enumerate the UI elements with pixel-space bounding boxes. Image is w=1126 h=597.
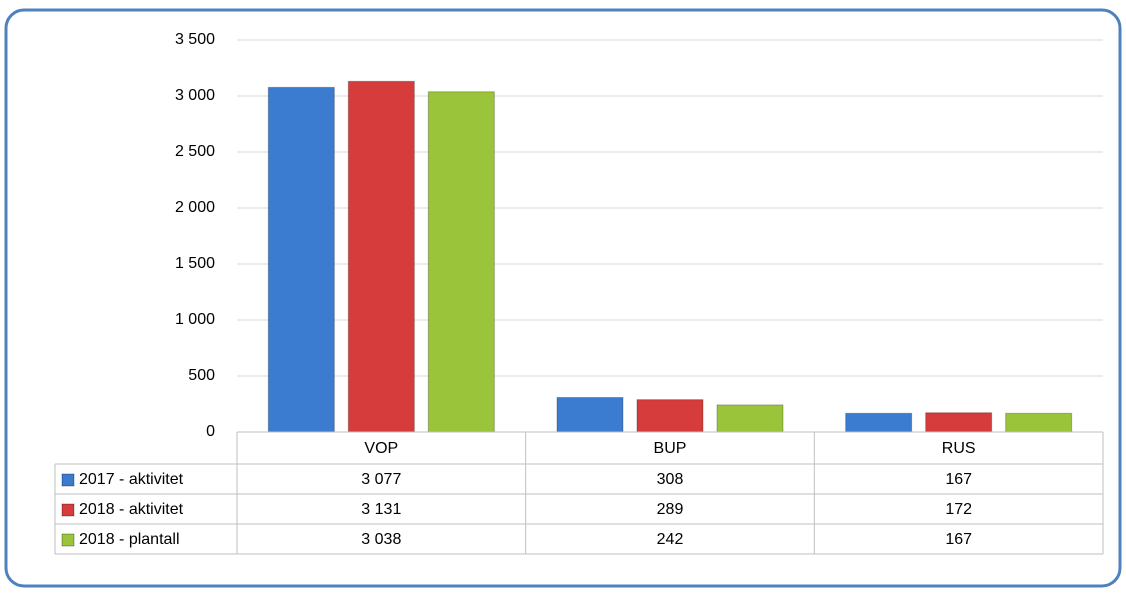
x-tick-label: BUP	[654, 440, 687, 457]
table-value: 3 077	[361, 471, 401, 488]
bar	[347, 80, 415, 433]
table-value: 242	[657, 531, 684, 548]
bar	[556, 397, 624, 433]
bar	[845, 412, 913, 433]
table-value: 172	[945, 501, 972, 518]
y-tick-label: 2 500	[175, 143, 215, 160]
y-tick-label: 2 000	[175, 199, 215, 216]
legend-swatch	[61, 533, 75, 547]
bar	[1005, 412, 1073, 433]
bar	[925, 412, 993, 433]
table-value: 167	[945, 471, 972, 488]
table-value: 3 131	[361, 501, 401, 518]
bar	[636, 399, 704, 433]
y-tick-label: 1 500	[175, 255, 215, 272]
table-value: 167	[945, 531, 972, 548]
legend-label: 2018 - plantall	[79, 531, 180, 548]
bar	[716, 404, 784, 433]
x-tick-label: RUS	[942, 440, 976, 457]
table-value: 289	[657, 501, 684, 518]
bar	[427, 91, 495, 433]
bar	[267, 86, 335, 433]
table-value: 308	[657, 471, 684, 488]
table-value: 3 038	[361, 531, 401, 548]
y-tick-label: 3 000	[175, 87, 215, 104]
y-tick-label: 500	[188, 367, 215, 384]
legend-swatch	[61, 503, 75, 517]
legend-swatch	[61, 473, 75, 487]
y-tick-label: 1 000	[175, 311, 215, 328]
x-tick-label: VOP	[364, 440, 398, 457]
y-tick-label: 0	[206, 423, 215, 440]
legend-label: 2018 - aktivitet	[79, 501, 184, 518]
y-tick-label: 3 500	[175, 31, 215, 48]
legend-label: 2017 - aktivitet	[79, 471, 184, 488]
